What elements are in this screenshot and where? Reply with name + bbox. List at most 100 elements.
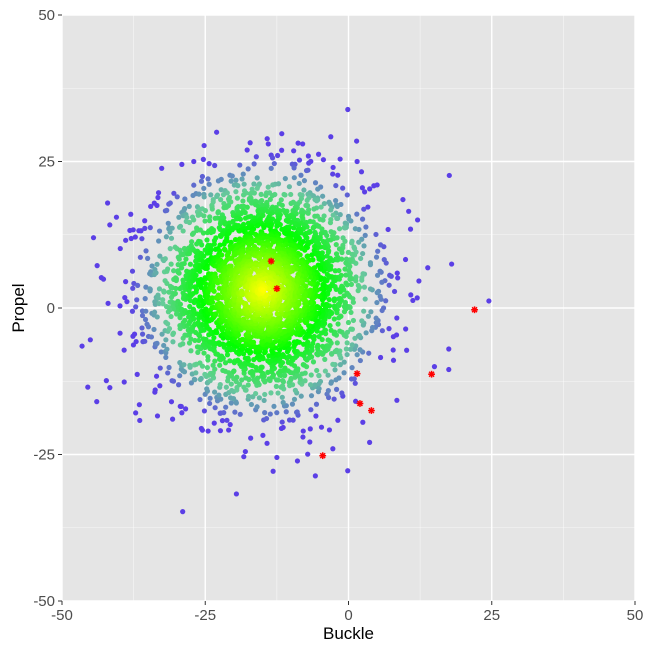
data-point — [211, 288, 217, 294]
data-point — [297, 317, 303, 324]
data-point — [214, 351, 221, 357]
data-point — [168, 313, 174, 320]
data-point — [234, 374, 240, 380]
data-point — [209, 299, 216, 305]
data-point — [274, 152, 281, 159]
data-point — [386, 326, 392, 332]
data-point — [291, 225, 297, 231]
data-point — [374, 299, 380, 306]
data-point — [347, 276, 353, 282]
data-point — [330, 446, 336, 452]
data-point — [87, 337, 93, 343]
data-point — [299, 371, 305, 377]
data-point — [320, 157, 327, 163]
highlight-point — [273, 285, 281, 293]
data-point — [208, 192, 214, 198]
data-point — [415, 217, 421, 223]
data-point — [181, 207, 187, 214]
data-point — [201, 408, 208, 414]
data-point — [165, 321, 171, 327]
data-point — [301, 187, 307, 193]
data-point — [446, 172, 452, 179]
data-point — [274, 377, 280, 383]
data-point — [139, 325, 145, 331]
data-point — [296, 236, 302, 242]
data-point — [205, 176, 211, 182]
data-point — [207, 395, 213, 401]
data-point — [282, 365, 288, 371]
data-point — [257, 353, 263, 359]
data-point — [334, 215, 340, 221]
data-point — [336, 246, 343, 252]
data-point — [272, 345, 279, 351]
data-point — [159, 331, 165, 337]
data-point — [253, 390, 259, 397]
data-point — [320, 343, 326, 349]
data-point — [320, 193, 326, 199]
data-point — [345, 319, 352, 326]
data-point — [358, 169, 365, 175]
data-point — [377, 354, 384, 361]
data-point — [240, 316, 247, 322]
data-point — [130, 285, 136, 291]
data-point — [260, 432, 266, 438]
data-point — [107, 385, 113, 391]
data-point — [197, 268, 203, 274]
data-point — [117, 330, 123, 336]
data-point — [170, 330, 177, 336]
data-point — [367, 286, 374, 292]
data-point — [216, 340, 222, 346]
data-point — [240, 198, 246, 204]
data-point — [180, 228, 186, 234]
data-point — [241, 454, 247, 460]
data-point — [328, 229, 334, 235]
data-point — [202, 218, 208, 224]
data-point — [361, 243, 367, 249]
data-point — [177, 301, 184, 307]
data-point — [169, 416, 176, 422]
data-point — [148, 334, 155, 340]
data-point — [274, 311, 280, 317]
data-point — [357, 347, 363, 353]
data-point — [117, 245, 123, 252]
data-point — [289, 401, 296, 407]
data-point — [218, 197, 224, 203]
data-point — [337, 328, 343, 334]
data-point — [129, 268, 136, 274]
data-point — [240, 192, 247, 198]
data-point — [197, 360, 203, 366]
y-tick-label: -25 — [33, 447, 55, 464]
data-point — [263, 192, 269, 199]
data-point — [156, 238, 162, 244]
data-point — [316, 334, 322, 340]
data-point — [213, 328, 219, 334]
data-point — [258, 191, 264, 197]
data-point — [218, 353, 225, 359]
data-point — [217, 221, 224, 227]
data-point — [132, 234, 138, 240]
data-point — [291, 396, 298, 402]
data-point — [317, 216, 323, 222]
data-point — [310, 225, 316, 231]
data-point — [204, 386, 210, 392]
data-point — [352, 335, 358, 341]
data-point — [337, 362, 343, 368]
data-point — [303, 167, 310, 174]
data-point — [307, 426, 313, 432]
data-point — [337, 156, 343, 162]
data-point — [318, 330, 325, 336]
data-point — [291, 339, 298, 345]
data-point — [313, 413, 319, 419]
data-point — [186, 250, 192, 257]
data-point — [367, 186, 373, 192]
data-point — [349, 342, 355, 348]
data-point — [348, 376, 355, 382]
data-point — [266, 353, 272, 359]
data-point — [336, 296, 342, 302]
data-point — [178, 403, 184, 410]
data-point — [193, 287, 200, 293]
data-point — [331, 296, 337, 302]
data-point — [122, 295, 128, 301]
data-point — [233, 491, 239, 497]
outlier-point — [449, 261, 455, 267]
